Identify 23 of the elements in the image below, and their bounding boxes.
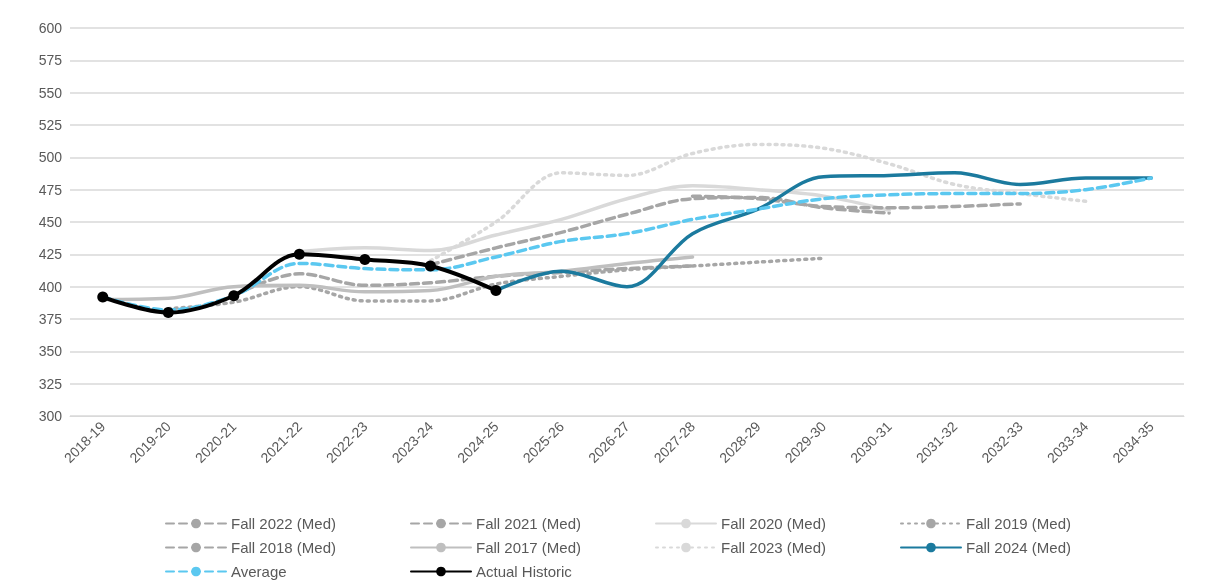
y-tick-label: 325 xyxy=(38,375,63,392)
legend-label: Average xyxy=(231,563,287,580)
legend-label: Actual Historic xyxy=(476,563,573,580)
legend-label: Fall 2017 (Med) xyxy=(476,539,582,556)
y-tick-label: 350 xyxy=(38,343,63,360)
legend-label: Fall 2019 (Med) xyxy=(966,515,1072,532)
legend-label: Fall 2020 (Med) xyxy=(721,515,827,532)
y-tick-label: 475 xyxy=(38,181,63,198)
legend-label: Fall 2023 (Med) xyxy=(721,539,827,556)
legend-label: Fall 2024 (Med) xyxy=(966,539,1072,556)
y-tick-label: 400 xyxy=(38,278,63,295)
y-tick-label: 375 xyxy=(38,311,63,327)
y-tick-label: 600 xyxy=(38,20,63,36)
y-tick-label: 300 xyxy=(38,408,63,424)
legend-label: Fall 2021 (Med) xyxy=(476,515,582,532)
y-tick-label: 500 xyxy=(38,149,63,166)
legend-label: Fall 2022 (Med) xyxy=(231,515,337,532)
y-tick-label: 450 xyxy=(38,214,63,230)
legend-label: Fall 2018 (Med) xyxy=(231,539,337,556)
y-tick-label: 575 xyxy=(38,52,63,69)
y-tick-label: 525 xyxy=(38,117,63,133)
y-tick-label: 425 xyxy=(38,246,63,263)
y-tick-label: 550 xyxy=(38,84,63,101)
